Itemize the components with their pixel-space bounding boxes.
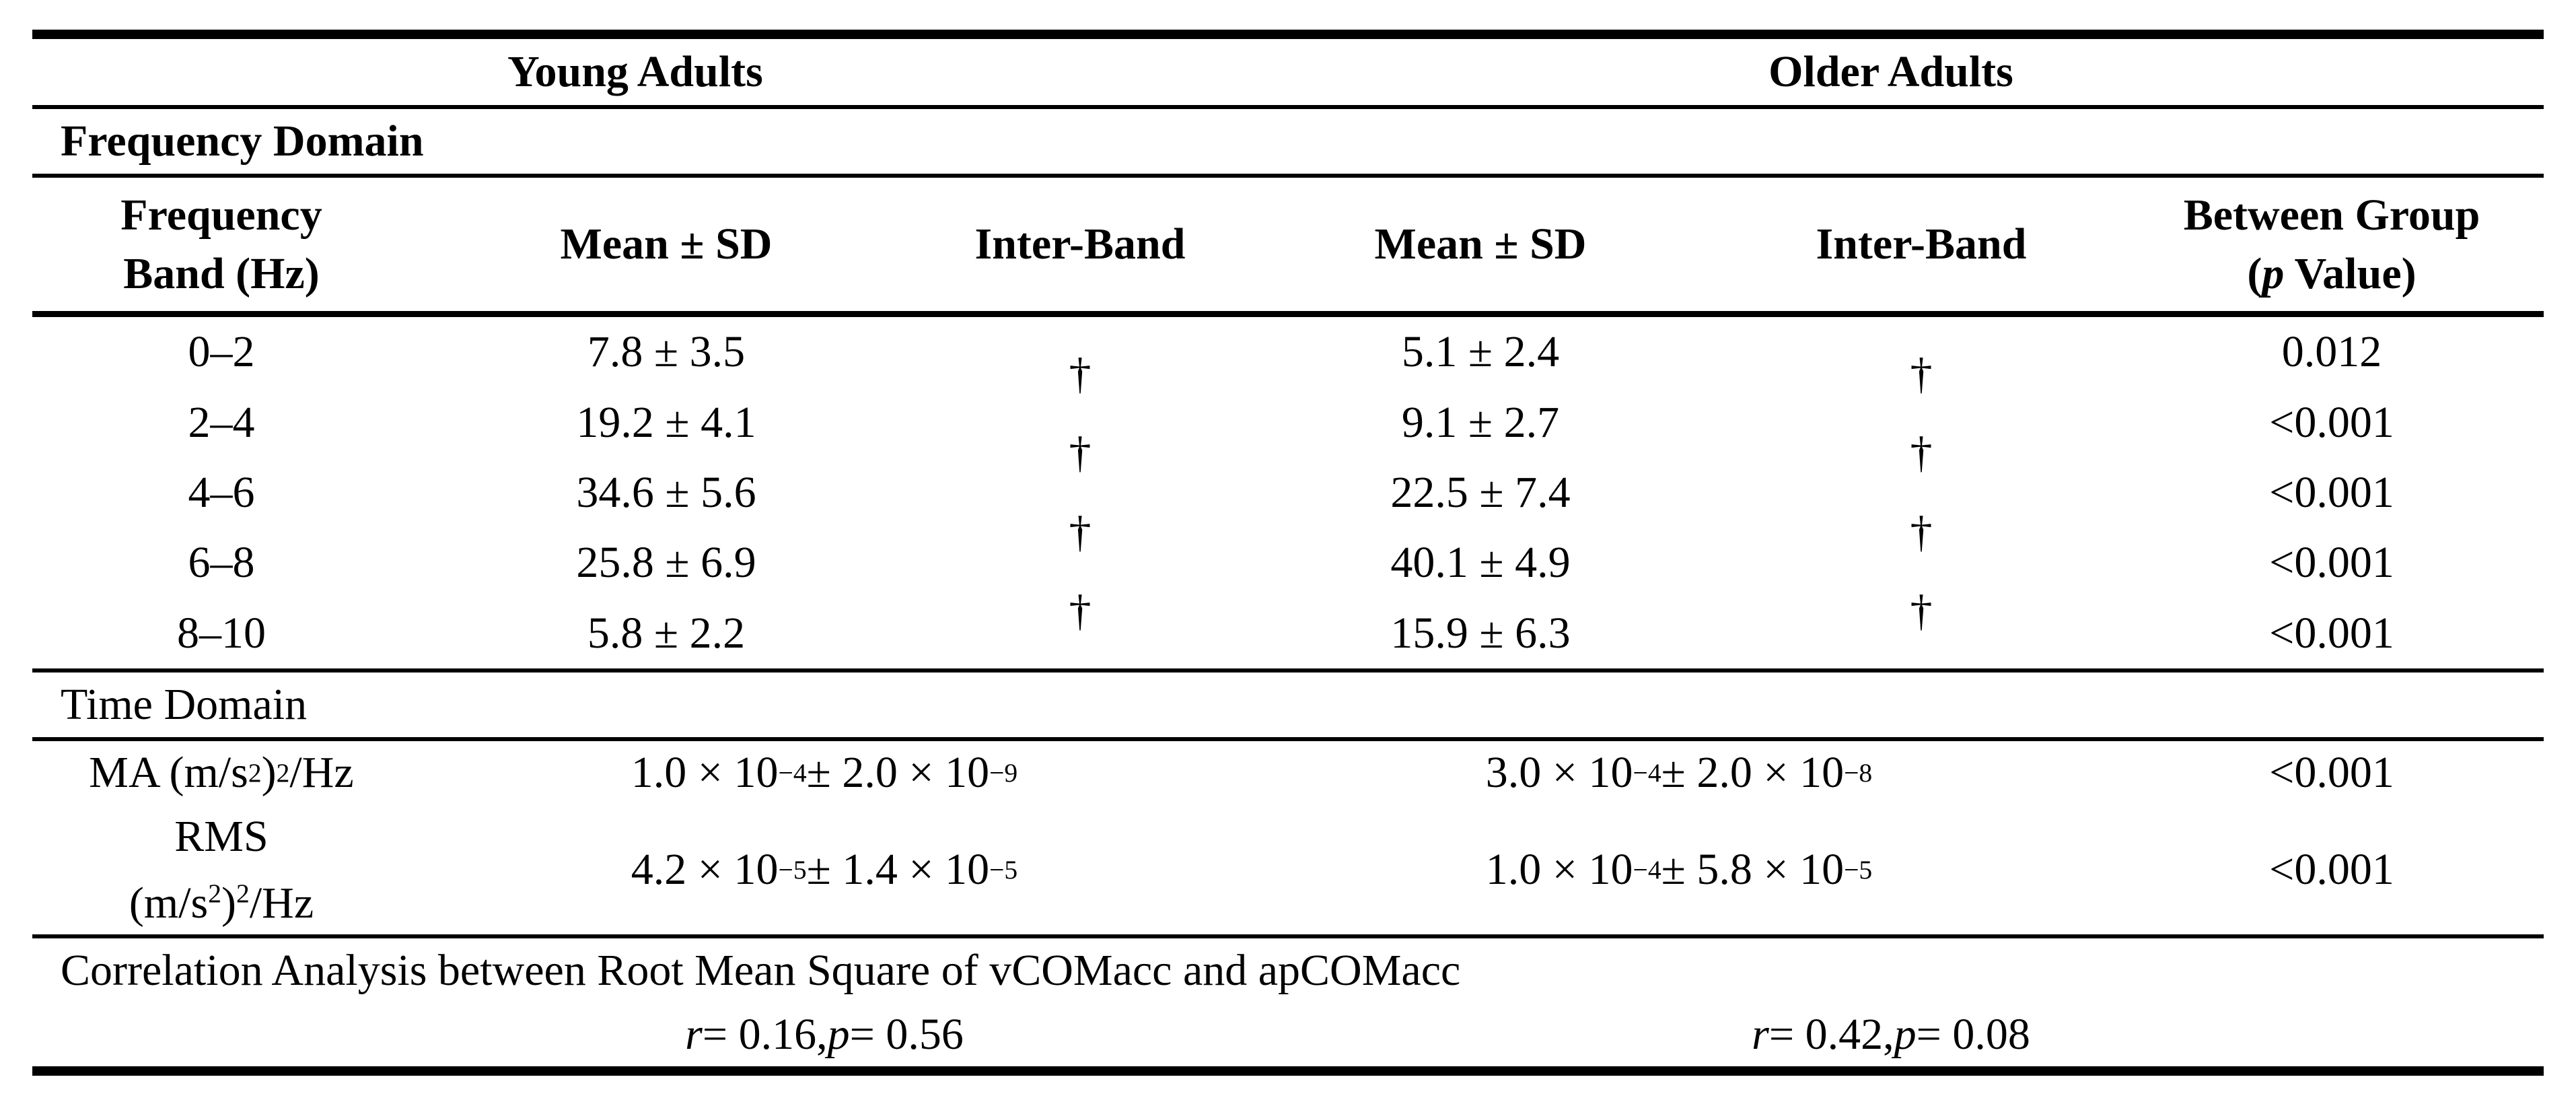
- p-value-cell: <0.001: [2269, 844, 2394, 894]
- table-rule: [32, 934, 2544, 938]
- band-cell: 4–6: [188, 467, 255, 517]
- p-value-cell: 0.012: [2281, 327, 2382, 377]
- column-header-inter-band-young: Inter-Band: [974, 219, 1186, 269]
- p-value-cell: <0.001: [2269, 397, 2394, 447]
- p-value-cell: <0.001: [2269, 538, 2394, 588]
- column-header-band: Frequency Band (Hz): [32, 178, 410, 311]
- time-row-value-older: 1.0 × 10 −4 ± 5.8 × 10 −5: [1485, 844, 1873, 894]
- dagger-symbol: †: [1910, 428, 1933, 478]
- dagger-symbol: †: [1910, 507, 1933, 557]
- group-header-young: Young Adults: [507, 47, 763, 96]
- time-domain-rows: MA (m/s 2) 2/Hz 1.0 × 10 −4 ± 2.0 × 10 −9 3.…: [32, 741, 2544, 934]
- dagger-symbol: †: [1069, 349, 1092, 399]
- dagger-symbol: †: [1069, 428, 1092, 478]
- band-cell: 2–4: [188, 397, 255, 447]
- correlation-value-young: r = 0.16, p = 0.56: [685, 1009, 964, 1059]
- mean-sd-cell-older: 9.1 ± 2.7: [1401, 397, 1560, 447]
- table-rule: [32, 668, 2544, 672]
- results-table: Young Adults Older Adults Frequency Doma…: [32, 30, 2544, 1076]
- table-rule-bottom: [32, 1066, 2544, 1076]
- mean-sd-cell-older: 15.9 ± 6.3: [1390, 608, 1571, 658]
- mean-sd-cell-young: 34.6 ± 5.6: [576, 467, 756, 517]
- mean-sd-cell-young: 19.2 ± 4.1: [576, 397, 756, 447]
- table-rule: [32, 737, 2544, 741]
- column-header-between-group-line2: (p Value): [2247, 249, 2417, 298]
- column-header-mean-sd-young: Mean ± SD: [560, 219, 773, 269]
- column-header-between-group-line1: Between Group: [2183, 190, 2480, 240]
- correlation-title: Correlation Analysis between Root Mean S…: [61, 945, 1461, 995]
- section-label-time-domain: Time Domain: [61, 680, 308, 729]
- band-cell: 8–10: [177, 608, 266, 658]
- p-value-cell: <0.001: [2269, 467, 2394, 517]
- time-row-label-rms-line2: (m/s2)2/Hz: [129, 878, 314, 928]
- mean-sd-cell-older: 22.5 ± 7.4: [1390, 467, 1571, 517]
- dagger-symbol: †: [1910, 586, 1933, 636]
- band-cell: 0–2: [188, 327, 255, 377]
- time-row-label-rms-line1: RMS: [174, 811, 269, 861]
- p-value-cell: <0.001: [2269, 748, 2394, 797]
- column-header-row: Frequency Band (Hz) Mean ± SD Inter-Band…: [32, 178, 2544, 311]
- column-header-mean-sd-older: Mean ± SD: [1374, 219, 1587, 269]
- inter-band-markers-older: † † † †: [1723, 317, 2120, 668]
- mean-sd-cell-older: 40.1 ± 4.9: [1390, 538, 1571, 588]
- column-header-band-line2: Band (Hz): [123, 249, 320, 298]
- band-cell: 6–8: [188, 538, 255, 588]
- table-rule: [32, 174, 2544, 178]
- dagger-symbol: †: [1069, 507, 1092, 557]
- dagger-symbol: †: [1910, 349, 1933, 399]
- time-row-label-ma: MA (m/s 2) 2/Hz: [89, 748, 354, 797]
- table-rule: [32, 105, 2544, 109]
- column-header-band-line1: Frequency: [120, 190, 322, 240]
- p-value-cell: <0.001: [2269, 608, 2394, 658]
- mean-sd-cell-young: 7.8 ± 3.5: [587, 327, 746, 377]
- table-rule-top: [32, 30, 2544, 39]
- time-row-value-older: 3.0 × 10 −4 ± 2.0 × 10 −8: [1485, 748, 1873, 797]
- inter-band-markers-young: † † † †: [922, 317, 1238, 668]
- time-row-label-rms: RMS (m/s2)2/Hz: [32, 804, 410, 934]
- group-header-older: Older Adults: [1768, 47, 2013, 96]
- mean-sd-cell-older: 5.1 ± 2.4: [1401, 327, 1560, 377]
- dagger-symbol: †: [1069, 586, 1092, 636]
- group-header-row: Young Adults Older Adults: [32, 39, 2544, 105]
- correlation-value-older: r = 0.42, p = 0.08: [1752, 1009, 2030, 1059]
- time-row-value-young: 4.2 × 10 −5 ± 1.4 × 10 −5: [631, 844, 1018, 894]
- correlation-values-row: r = 0.16, p = 0.56 r = 0.42, p = 0.08: [32, 1002, 2544, 1066]
- time-row-value-young: 1.0 × 10 −4 ± 2.0 × 10 −9: [631, 748, 1018, 797]
- mean-sd-cell-young: 5.8 ± 2.2: [587, 608, 746, 658]
- frequency-domain-rows: † † † † † † † † 0–2 7.8 ± 3.5 5.1 ± 2.4 …: [32, 317, 2544, 668]
- table-rule: [32, 311, 2544, 317]
- column-header-between-group: Between Group (p Value): [2120, 178, 2544, 311]
- mean-sd-cell-young: 25.8 ± 6.9: [576, 538, 756, 588]
- column-header-inter-band-older: Inter-Band: [1816, 219, 2027, 269]
- section-label-frequency-domain: Frequency Domain: [61, 116, 424, 166]
